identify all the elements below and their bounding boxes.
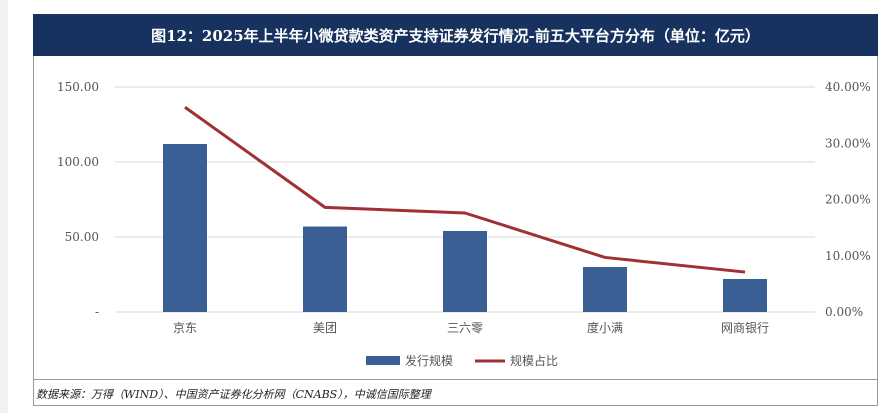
y-left-tick-label: - — [95, 305, 99, 319]
y-left-tick-label: 50.00 — [65, 230, 99, 244]
bar — [303, 226, 347, 312]
line-series — [184, 106, 746, 274]
y-left-tick-label: 100.00 — [57, 155, 99, 169]
y-left-tick-label: 150.00 — [57, 80, 99, 94]
y-right-tick-label: 30.00% — [825, 136, 871, 150]
legend-label-line: 规模占比 — [510, 353, 558, 368]
left-margin — [0, 0, 8, 413]
y-right-tick-label: 40.00% — [825, 80, 871, 94]
legend: 发行规模 规模占比 — [366, 353, 558, 368]
y-axis-right: 0.00% 10.00% 20.00% 30.00% 40.00% — [825, 80, 871, 319]
x-tick-label: 美团 — [313, 321, 337, 335]
bar — [723, 279, 767, 312]
bar — [583, 267, 627, 312]
bar — [163, 144, 207, 312]
source-divider — [33, 379, 878, 380]
y-right-tick-label: 20.00% — [825, 193, 871, 207]
y-axis-left: - 50.00 100.00 150.00 — [57, 80, 99, 319]
x-tick-label: 京东 — [173, 321, 197, 335]
bar-series — [163, 144, 767, 312]
source-note: 数据来源：万得（WIND）、中国资产证券化分析网（CNABS），中诚信国际整理 — [36, 388, 431, 401]
chart-title: 图12：2025年上半年小微贷款类资产支持证券发行情况-前五大平台方分布（单位：… — [33, 14, 878, 56]
y-right-tick-label: 0.00% — [825, 305, 863, 319]
y-right-tick-label: 10.00% — [825, 249, 871, 263]
x-axis: 京东 美团 三六零 度小满 网商银行 — [173, 320, 769, 335]
bar — [443, 231, 487, 312]
x-tick-label: 网商银行 — [721, 320, 769, 335]
legend-label-bar: 发行规模 — [405, 353, 453, 368]
x-tick-label: 三六零 — [447, 321, 483, 335]
x-tick-label: 度小满 — [587, 320, 623, 335]
series-line — [184, 106, 746, 274]
legend-swatch-bar — [366, 356, 400, 365]
